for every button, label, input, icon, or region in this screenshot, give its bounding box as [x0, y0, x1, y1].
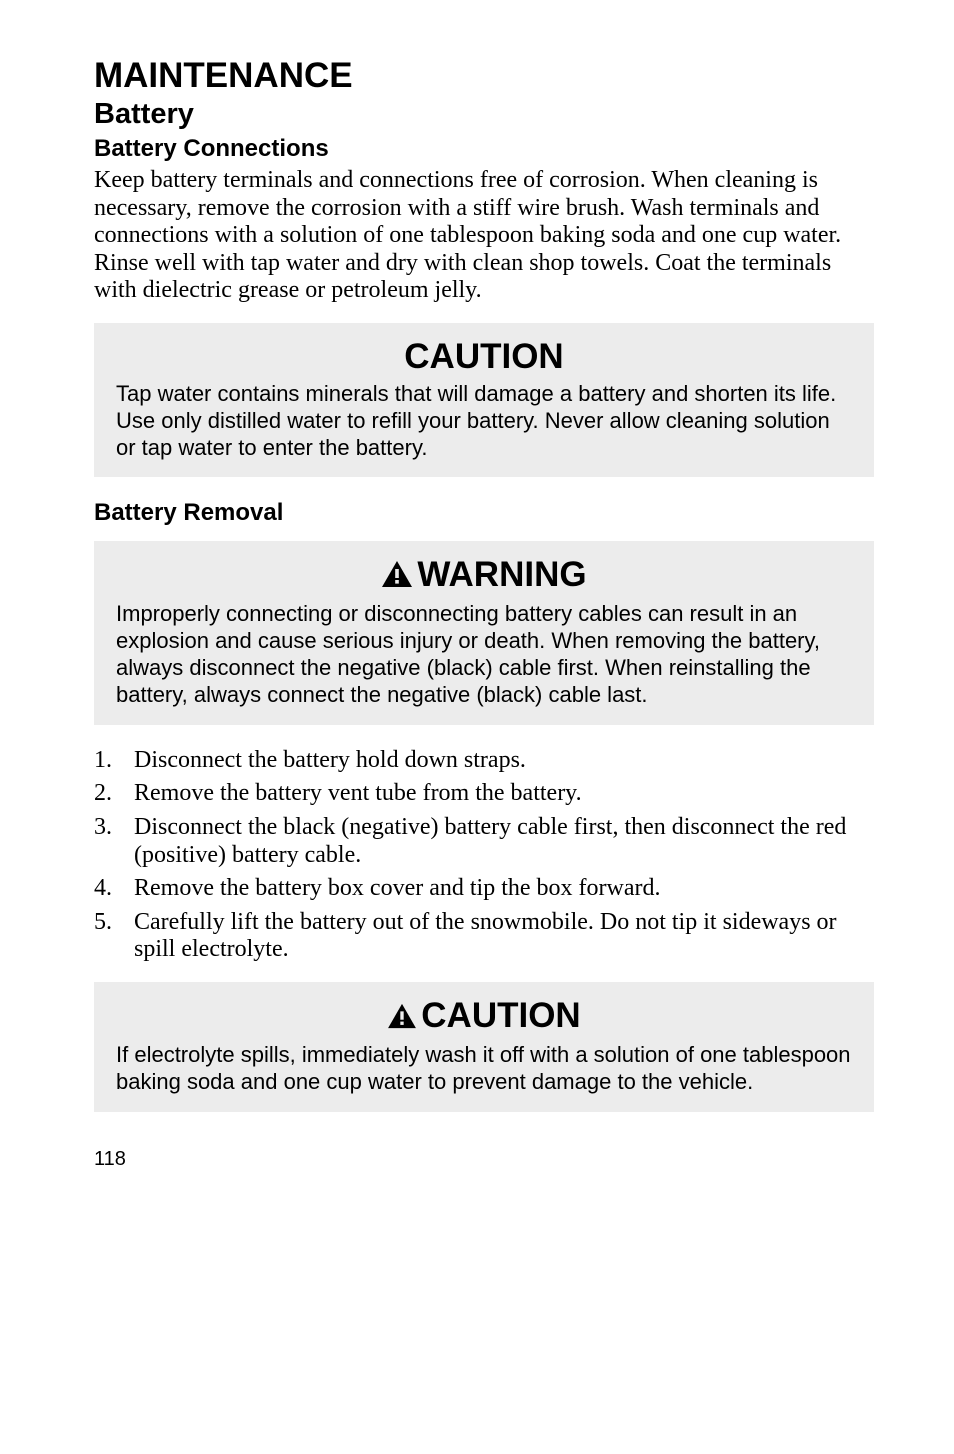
- step-2: Remove the battery vent tube from the ba…: [94, 780, 874, 808]
- heading-battery-removal: Battery Removal: [94, 499, 874, 527]
- step-3: Disconnect the black (negative) battery …: [94, 814, 874, 869]
- paragraph-battery-connections: Keep battery terminals and connections f…: [94, 167, 874, 305]
- warning-body: Improperly connecting or disconnecting b…: [116, 601, 852, 708]
- warning-box: WARNING Improperly connecting or disconn…: [94, 541, 874, 724]
- caution-box-2: CAUTION If electrolyte spills, immediate…: [94, 982, 874, 1112]
- battery-removal-steps: Disconnect the battery hold down straps.…: [94, 747, 874, 964]
- caution-title-2-text: CAUTION: [421, 996, 580, 1035]
- warning-title: WARNING: [116, 555, 852, 597]
- step-5: Carefully lift the battery out of the sn…: [94, 909, 874, 964]
- heading-battery: Battery: [94, 98, 874, 131]
- step-4: Remove the battery box cover and tip the…: [94, 875, 874, 903]
- caution-title-2: CAUTION: [116, 996, 852, 1038]
- heading-battery-connections: Battery Connections: [94, 135, 874, 163]
- page-number: 118: [94, 1148, 874, 1171]
- caution-box-1: CAUTION Tap water contains minerals that…: [94, 323, 874, 477]
- heading-maintenance: MAINTENANCE: [94, 56, 874, 96]
- warning-triangle-icon: [381, 557, 413, 597]
- caution-title-1: CAUTION: [116, 337, 852, 377]
- caution-body-2: If electrolyte spills, immediately wash …: [116, 1042, 852, 1096]
- caution-body-1: Tap water contains minerals that will da…: [116, 381, 852, 461]
- caution-triangle-icon: [387, 998, 417, 1038]
- warning-title-text: WARNING: [417, 555, 586, 594]
- page-container: MAINTENANCE Battery Battery Connections …: [0, 0, 954, 1215]
- step-1: Disconnect the battery hold down straps.: [94, 747, 874, 775]
